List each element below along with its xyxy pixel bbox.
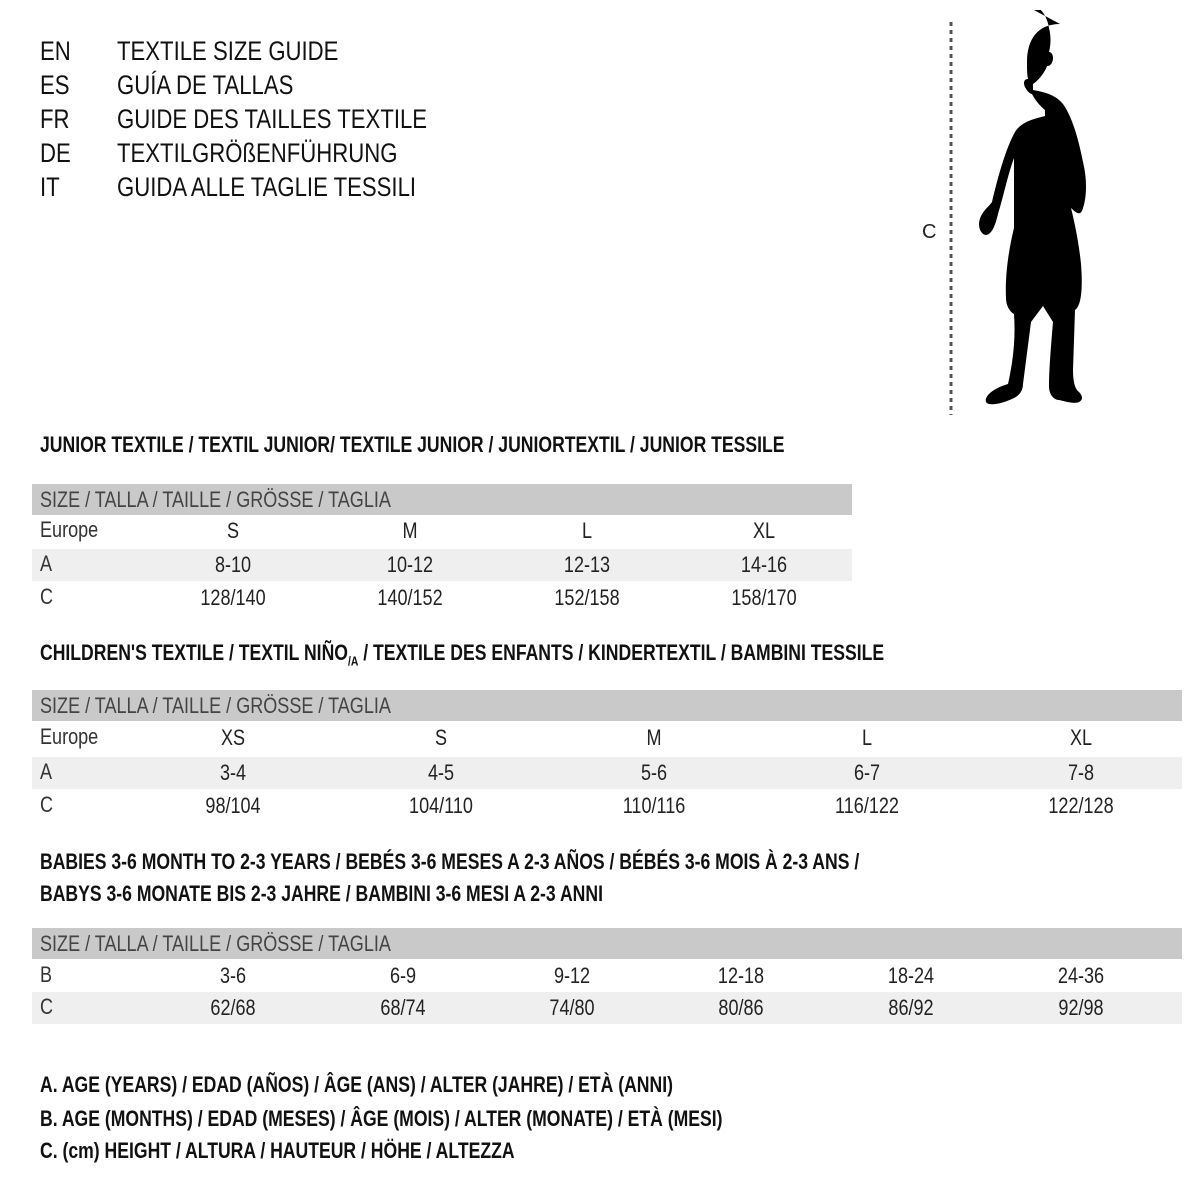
table-row: Europe XS S M L XL: [32, 722, 1182, 754]
table-header: SIZE / TALLA / TAILLE / GRÖSSE / TAGLIA: [32, 928, 1182, 959]
table-cell: 86/92: [888, 995, 934, 1020]
table-cell: M: [402, 518, 418, 543]
table-cell: 158/170: [731, 585, 797, 610]
row-label: A: [40, 759, 53, 784]
section-title: CHILDREN'S TEXTILE / TEXTIL NIÑO/A / TEX…: [40, 640, 884, 668]
title-lang-code: ES: [40, 70, 70, 100]
title-part: CHILDREN'S TEXTILE / TEXTIL NIÑO: [40, 640, 348, 665]
table-cell: 74/80: [549, 995, 595, 1020]
table-cell: 5-6: [640, 760, 668, 785]
table-cell: 9-12: [553, 963, 591, 988]
title-lang-code: FR: [40, 104, 70, 134]
table-cell: XL: [752, 518, 776, 543]
table-cell: 18-24: [887, 963, 935, 988]
title-lang-code: EN: [40, 36, 71, 66]
legend-item: C. (cm) HEIGHT / ALTURA / HAUTEUR / HÖHE…: [40, 1138, 515, 1163]
title-lang-code: DE: [40, 138, 71, 168]
header-label: SIZE / TALLA / TAILLE / GRÖSSE / TAGLIA: [40, 693, 391, 718]
table-cell: 3-6: [219, 963, 247, 988]
table-cell: 116/122: [835, 793, 899, 818]
table-cell: 80/86: [718, 995, 764, 1020]
table-cell: 122/128: [1048, 793, 1114, 818]
row-label: A: [40, 551, 53, 576]
table-cell: 4-5: [427, 760, 455, 785]
table-row: A 3-4 4-5 5-6 6-7 7-8: [32, 757, 1182, 789]
table-cell: 92/98: [1058, 995, 1104, 1020]
table-header: SIZE / TALLA / TAILLE / GRÖSSE / TAGLIA: [32, 484, 852, 515]
table-cell: 104/110: [409, 793, 473, 818]
title-text: GUIDE DES TAILLES TEXTILE: [117, 104, 428, 134]
table-cell: M: [646, 725, 662, 750]
row-label: C: [40, 584, 54, 609]
title-text: TEXTILE SIZE GUIDE: [117, 36, 339, 66]
child-silhouette-icon: C: [922, 10, 1086, 415]
section-title-line: BABIES 3-6 MONTH TO 2-3 YEARS / BEBÉS 3-…: [40, 849, 860, 874]
table-cell: 6-9: [389, 963, 417, 988]
table-row: Europe S M L XL: [32, 515, 852, 547]
header-label: SIZE / TALLA / TAILLE / GRÖSSE / TAGLIA: [40, 487, 391, 512]
table-cell: 8-10: [214, 552, 252, 577]
table-cell: 110/116: [622, 793, 686, 818]
table-cell: 3-4: [219, 760, 247, 785]
header-label: SIZE / TALLA / TAILLE / GRÖSSE / TAGLIA: [40, 931, 391, 956]
table-cell: 12-18: [717, 963, 765, 988]
title-subscript: /A: [347, 653, 359, 669]
title-text: GUIDA ALLE TAGLIE TESSILI: [117, 172, 417, 202]
table-row: C 128/140 140/152 152/158 158/170: [32, 582, 852, 614]
measure-label: C: [922, 221, 936, 243]
table-cell: 140/152: [377, 585, 443, 610]
title-part: / TEXTILE DES ENFANTS / KINDERTEXTIL / B…: [358, 640, 885, 665]
row-label: B: [40, 962, 53, 987]
table-cell: XL: [1069, 725, 1093, 750]
table-row: B 3-6 6-9 9-12 12-18 18-24 24-36: [32, 960, 1182, 992]
table-cell: 14-16: [740, 552, 788, 577]
table-row: A 8-10 10-12 12-13 14-16: [32, 549, 852, 581]
table-cell: 24-36: [1057, 963, 1105, 988]
title-text: GUÍA DE TALLAS: [117, 70, 294, 100]
legend-item: B. AGE (MONTHS) / EDAD (MESES) / ÂGE (MO…: [40, 1106, 723, 1131]
row-label: Europe: [40, 517, 99, 542]
table-row: C 98/104 104/110 110/116 116/122 122/128: [32, 790, 1182, 822]
table-cell: 128/140: [200, 585, 266, 610]
table-cell: S: [226, 518, 240, 543]
table-cell: 12-13: [563, 552, 611, 577]
table-cell: 7-8: [1067, 760, 1095, 785]
table-header: SIZE / TALLA / TAILLE / GRÖSSE / TAGLIA: [32, 690, 1182, 721]
row-label: Europe: [40, 724, 99, 749]
table-cell: S: [434, 725, 448, 750]
table-cell: 152/158: [554, 585, 620, 610]
section-title: JUNIOR TEXTILE / TEXTIL JUNIOR/ TEXTILE …: [40, 432, 785, 457]
legend-item: A. AGE (YEARS) / EDAD (AÑOS) / ÂGE (ANS)…: [40, 1072, 673, 1097]
table-cell: 10-12: [386, 552, 434, 577]
table-cell: XS: [220, 725, 246, 750]
table-row: C 62/68 68/74 74/80 80/86 86/92 92/98: [32, 992, 1182, 1024]
title-lang-code: IT: [40, 172, 60, 202]
title-text: TEXTILGRÖßENFÜHRUNG: [117, 138, 398, 168]
section-title-line: BABYS 3-6 MONATE BIS 2-3 JAHRE / BAMBINI…: [40, 881, 603, 906]
row-label: C: [40, 792, 54, 817]
table-cell: 62/68: [210, 995, 256, 1020]
table-cell: 98/104: [205, 793, 261, 818]
table-cell: L: [581, 518, 593, 543]
table-cell: 68/74: [380, 995, 426, 1020]
table-cell: 6-7: [853, 760, 881, 785]
table-cell: L: [861, 725, 873, 750]
row-label: C: [40, 994, 54, 1019]
